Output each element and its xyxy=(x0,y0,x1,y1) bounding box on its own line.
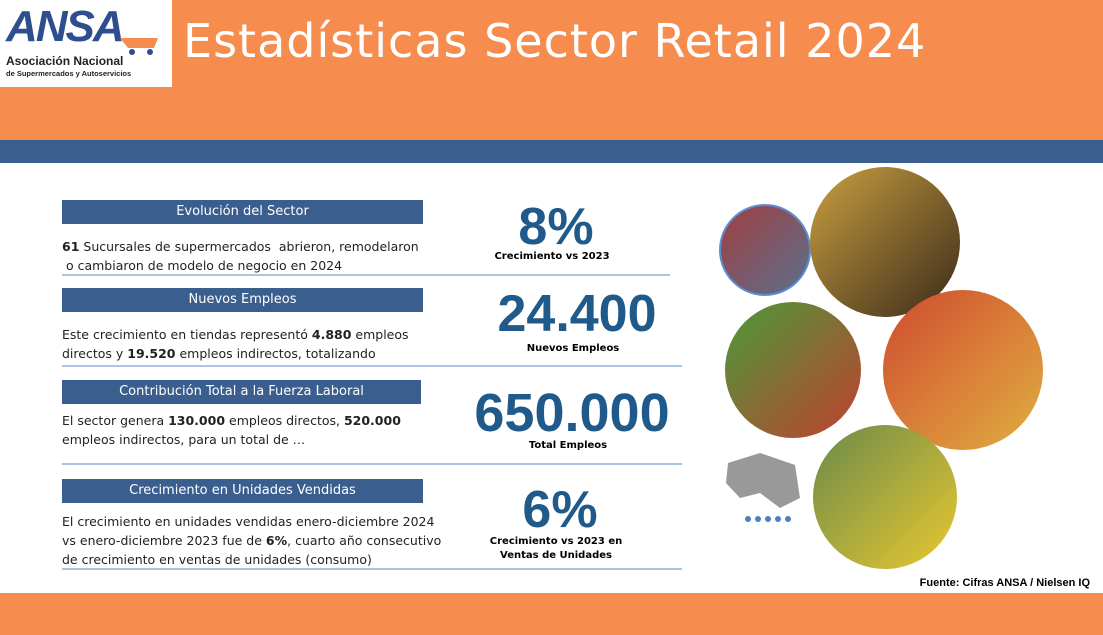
section-description: Este crecimiento en tiendas representó 4… xyxy=(62,325,409,363)
stat-caption: Crecimiento vs 2023 xyxy=(494,250,609,264)
text-run: El crecimiento en unidades vendidas ener… xyxy=(62,514,435,529)
stat-value: 8% xyxy=(518,198,594,256)
logo-cart xyxy=(120,38,158,55)
bold-figure: 4.880 xyxy=(311,327,352,342)
caption-line: Crecimiento vs 2023 en xyxy=(489,536,623,547)
bold-figure: 19.520 xyxy=(127,346,176,361)
page-title: Estadísticas Sector Retail 2024 xyxy=(183,14,927,68)
bold-figure: 520.000 xyxy=(343,413,401,428)
caption-line: Ventas de Unidades xyxy=(500,550,612,561)
stat-caption: Total Empleos xyxy=(529,439,607,453)
description-line: empleos indirectos, para un total de … xyxy=(62,430,401,449)
text-run: El sector genera xyxy=(62,413,169,428)
text-run: empleos directos, xyxy=(225,413,344,428)
divider xyxy=(62,463,682,465)
stat-value: 6% xyxy=(522,481,598,539)
text-run: empleos indirectos, para un total de … xyxy=(62,432,306,447)
text-run: directos y xyxy=(62,346,128,361)
divider xyxy=(62,274,670,276)
text-run: vs enero-diciembre 2023 fue de xyxy=(62,533,266,548)
photo-collage xyxy=(719,167,1043,569)
blue-band xyxy=(0,140,1103,163)
description-line: directos y 19.520 empleos indirectos, to… xyxy=(62,344,409,363)
section-description: El crecimiento en unidades vendidas ener… xyxy=(62,512,441,569)
divider xyxy=(62,365,682,367)
description-line: o cambiaron de modelo de negocio en 2024 xyxy=(62,256,419,275)
text-run: o cambiaron de modelo de negocio en 2024 xyxy=(62,258,343,273)
stat-value: 650.000 xyxy=(474,383,670,443)
text-run: empleos xyxy=(351,327,409,342)
section-description: El sector genera 130.000 empleos directo… xyxy=(62,411,401,449)
stat-caption: Crecimiento vs 2023 en Ventas de Unidades xyxy=(490,535,622,563)
caption-line: Crecimiento vs 2023 xyxy=(494,251,610,262)
section-heading: Nuevos Empleos xyxy=(62,288,423,312)
text-run: Sucursales de supermercados abrieron, re… xyxy=(79,239,419,254)
logo: ANSA Asociación Nacional de Supermercado… xyxy=(0,0,172,87)
source-note: Fuente: Cifras ANSA / Nielsen IQ xyxy=(919,577,1090,589)
caption-line: Total Empleos xyxy=(528,440,608,451)
description-line: El sector genera 130.000 empleos directo… xyxy=(62,411,401,430)
description-line: 61 Sucursales de supermercados abrieron,… xyxy=(62,237,419,256)
header-band xyxy=(0,0,1103,140)
description-line: de crecimiento en ventas de unidades (co… xyxy=(62,550,441,569)
section-heading: Crecimiento en Unidades Vendidas xyxy=(62,479,423,503)
text-run: , cuarto año consecutivo xyxy=(287,533,442,548)
logo-acronym: ANSA xyxy=(6,2,125,51)
text-run: de crecimiento en ventas de unidades (co… xyxy=(62,552,372,567)
footer-band xyxy=(0,593,1103,635)
bold-figure: 6% xyxy=(265,533,288,548)
text-run: empleos indirectos, totalizando xyxy=(175,346,376,361)
divider xyxy=(62,568,682,570)
caption-line: Nuevos Empleos xyxy=(526,343,620,354)
description-line: El crecimiento en unidades vendidas ener… xyxy=(62,512,441,531)
description-line: vs enero-diciembre 2023 fue de 6%, cuart… xyxy=(62,531,441,550)
section-heading: Contribución Total a la Fuerza Laboral xyxy=(62,380,421,404)
bold-figure: 61 xyxy=(62,239,80,254)
logo-name: Asociación Nacional xyxy=(6,54,124,68)
bold-figure: 130.000 xyxy=(168,413,226,428)
logo-subtitle: de Supermercados y Autoservicios xyxy=(6,69,132,78)
section-heading: Evolución del Sector xyxy=(62,200,423,224)
text-run: Este crecimiento en tiendas representó xyxy=(62,327,312,342)
stat-caption: Nuevos Empleos xyxy=(527,342,620,356)
description-line: Este crecimiento en tiendas representó 4… xyxy=(62,325,409,344)
stat-value: 24.400 xyxy=(497,285,657,343)
section-description: 61 Sucursales de supermercados abrieron,… xyxy=(62,237,419,275)
